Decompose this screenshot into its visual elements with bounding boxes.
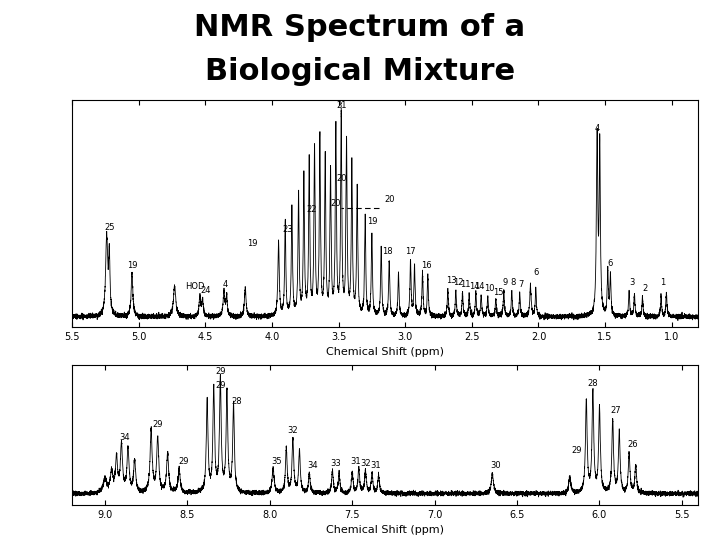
- Text: Biological Mixture: Biological Mixture: [205, 57, 515, 86]
- Text: 29: 29: [215, 367, 225, 376]
- Text: 16: 16: [421, 260, 432, 269]
- Text: 4: 4: [222, 280, 228, 289]
- Text: 19: 19: [127, 260, 138, 269]
- X-axis label: Chemical Shift (ppm): Chemical Shift (ppm): [326, 525, 444, 535]
- Text: 18: 18: [382, 247, 393, 256]
- Text: 29: 29: [179, 457, 189, 465]
- Text: 25: 25: [104, 223, 114, 232]
- Text: 1: 1: [660, 278, 665, 287]
- Text: HOD: HOD: [185, 282, 204, 291]
- Text: 20: 20: [330, 199, 341, 208]
- Text: 33: 33: [330, 459, 341, 468]
- Text: 23: 23: [282, 225, 293, 234]
- Text: 24: 24: [200, 286, 210, 295]
- Text: NMR Spectrum of a: NMR Spectrum of a: [194, 14, 526, 43]
- Text: 32: 32: [360, 459, 371, 468]
- Text: 29: 29: [571, 447, 582, 455]
- Text: 15: 15: [493, 288, 504, 297]
- Text: 9: 9: [503, 278, 508, 287]
- Text: 32: 32: [287, 426, 298, 435]
- Text: 6: 6: [608, 259, 613, 267]
- Text: 21: 21: [336, 101, 346, 110]
- Text: 10: 10: [484, 284, 495, 293]
- Text: 29: 29: [215, 381, 225, 390]
- Text: 29: 29: [153, 420, 163, 429]
- Text: 17: 17: [405, 247, 416, 256]
- Text: 34: 34: [120, 433, 130, 442]
- Text: 26: 26: [627, 440, 638, 449]
- Text: 28: 28: [232, 397, 242, 406]
- X-axis label: Chemical Shift (ppm): Chemical Shift (ppm): [326, 347, 444, 357]
- Text: 2: 2: [642, 284, 648, 293]
- Text: 19: 19: [247, 239, 257, 248]
- Text: 8: 8: [510, 278, 516, 287]
- Text: 3: 3: [629, 278, 634, 287]
- Text: 30: 30: [490, 461, 501, 470]
- Text: 31: 31: [370, 461, 381, 470]
- Text: 22: 22: [307, 205, 317, 214]
- Text: 4: 4: [595, 124, 600, 133]
- Text: 34: 34: [307, 461, 318, 470]
- Text: 11: 11: [460, 280, 470, 289]
- Text: 12: 12: [454, 278, 464, 287]
- Text: 35: 35: [271, 457, 282, 465]
- Text: 31: 31: [350, 457, 361, 465]
- Text: 19: 19: [366, 217, 377, 226]
- Text: 27: 27: [611, 406, 621, 415]
- Text: 13: 13: [446, 276, 457, 285]
- Text: 20: 20: [384, 195, 395, 205]
- Text: 7: 7: [518, 280, 524, 289]
- Text: 14: 14: [474, 282, 485, 291]
- Text: 28: 28: [588, 379, 598, 388]
- Text: 20: 20: [336, 174, 346, 183]
- Text: 14: 14: [469, 282, 480, 291]
- Text: 6: 6: [533, 268, 539, 278]
